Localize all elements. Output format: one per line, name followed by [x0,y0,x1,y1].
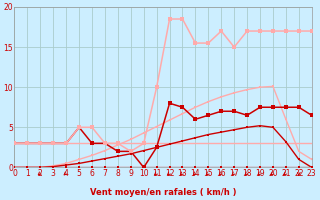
X-axis label: Vent moyen/en rafales ( km/h ): Vent moyen/en rafales ( km/h ) [90,188,236,197]
